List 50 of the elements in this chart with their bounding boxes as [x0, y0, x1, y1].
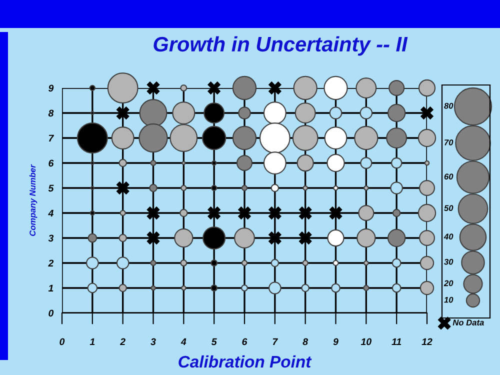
- x-tick-label: 6: [242, 338, 248, 346]
- point: [146, 206, 160, 220]
- legend-label: 10: [444, 296, 454, 303]
- y-tick-label: 2: [48, 260, 54, 267]
- point: [238, 206, 252, 220]
- point: [268, 81, 282, 95]
- y-tick-label: 4: [48, 210, 54, 217]
- x-tick-label: 0: [60, 338, 65, 346]
- x-tick-label: 8: [302, 338, 308, 346]
- x-tick-label: 11: [392, 338, 402, 346]
- point: [207, 81, 221, 95]
- point: [146, 81, 160, 95]
- y-tick-label: 9: [48, 84, 54, 92]
- y-tick-label: 8: [48, 110, 54, 117]
- legend-label: 20: [444, 280, 454, 286]
- chart-title: Growth in Uncertainty -- II: [154, 36, 408, 56]
- point: [146, 231, 160, 245]
- x-tick-label: 12: [422, 338, 432, 346]
- x-tick-label: 9: [333, 338, 338, 346]
- legend-label: 70: [444, 139, 454, 146]
- legend-label: 60: [444, 174, 454, 180]
- point: [298, 206, 312, 220]
- x-tick-label: 3: [150, 338, 156, 346]
- y-tick-label: 1: [48, 284, 54, 292]
- y-tick-label: 7: [48, 134, 54, 142]
- point: [116, 106, 130, 120]
- point: [207, 206, 221, 220]
- point: [268, 206, 282, 220]
- x-tick-label: 7: [272, 338, 278, 346]
- x-tick-label: 1: [90, 338, 95, 346]
- x-tick-label: 5: [211, 338, 217, 346]
- y-tick-label: 0: [48, 310, 54, 317]
- y-tick-label: 3: [48, 234, 54, 242]
- x-tick-label: 10: [360, 338, 372, 346]
- legend-label: No Data: [452, 320, 484, 326]
- x-tick-label: 2: [120, 338, 126, 346]
- x-tick-label: 4: [180, 338, 186, 346]
- legend-label: 80: [444, 102, 454, 109]
- point: [298, 231, 312, 245]
- y-tick-label: 6: [48, 160, 54, 167]
- point: [420, 106, 434, 120]
- x-axis-title: Calibration Point: [178, 355, 312, 368]
- legend-label: 30: [444, 258, 454, 265]
- legend-label: 50: [444, 205, 454, 212]
- point: [329, 206, 342, 220]
- y-axis-title: Company Number: [29, 164, 38, 236]
- point: [116, 181, 130, 195]
- point: [268, 231, 282, 245]
- legend-label: 40: [444, 234, 454, 240]
- y-tick-label: 5: [48, 184, 54, 192]
